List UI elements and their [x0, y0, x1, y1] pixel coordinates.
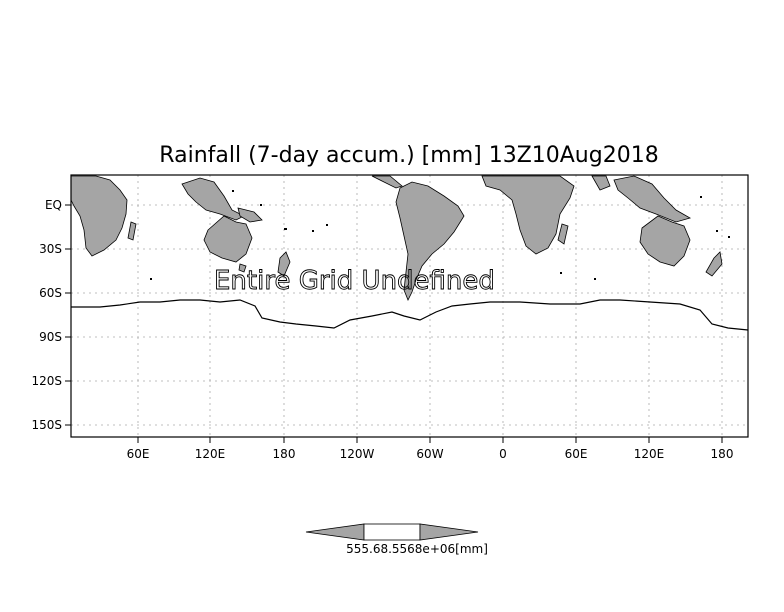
- lat-tick-label: 60S: [39, 286, 62, 300]
- lon-tick-label: 120W: [340, 447, 375, 461]
- australia-land-right: [639, 215, 691, 267]
- new-guinea-left: [237, 207, 263, 223]
- central-america-land: [371, 175, 403, 189]
- map-area: Entire Grid Undefined: [71, 175, 748, 437]
- lon-tick-label: 60E: [127, 447, 150, 461]
- maritime-continent-left: [181, 177, 245, 221]
- longitude-axis: 60E 120E 180 120W 60W 0 60E 120E 180: [127, 437, 734, 461]
- colorbar-label: 555.68.5568e+06[mm]: [346, 542, 488, 556]
- lat-tick-label: 150S: [31, 418, 62, 432]
- land-masses: [71, 175, 723, 301]
- lon-tick-label: 0: [499, 447, 507, 461]
- antarctica-coastline: [71, 299, 748, 331]
- maritime-continent-right: [613, 175, 692, 223]
- map-frame: [70, 174, 749, 438]
- new-zealand-land-right: [705, 251, 723, 277]
- lon-tick-label: 180: [273, 447, 296, 461]
- lon-tick-label: 60E: [565, 447, 588, 461]
- colorbar-left-triangle: [305, 523, 365, 541]
- lon-tick-label: 180: [711, 447, 734, 461]
- lat-tick-label: 120S: [31, 374, 62, 388]
- colorbar-center-box: [363, 523, 421, 541]
- lon-tick-label: 60W: [416, 447, 443, 461]
- lat-tick-label: 30S: [39, 242, 62, 256]
- lat-tick-label: 90S: [39, 330, 62, 344]
- lon-tick-label: 120E: [195, 447, 226, 461]
- small-islands: [150, 190, 730, 280]
- lon-tick-label: 120E: [634, 447, 665, 461]
- south-america-land: [395, 181, 465, 301]
- colorbar: 555.68.5568e+06[mm]: [305, 523, 488, 556]
- gridlines: [71, 175, 748, 437]
- madagascar-land-left: [127, 221, 137, 241]
- new-zealand-land: [277, 251, 291, 277]
- arabia-land: [591, 175, 611, 191]
- tasmania-land: [238, 263, 247, 273]
- colorbar-right-triangle: [419, 523, 479, 541]
- lat-tick-label: EQ: [45, 198, 62, 212]
- latitude-axis: EQ 30S 60S 90S 120S 150S: [31, 198, 71, 432]
- madagascar-land-right: [557, 223, 569, 245]
- undefined-grid-message: Entire Grid Undefined: [214, 266, 495, 296]
- africa-land-left: [71, 175, 128, 257]
- africa-land-right: [481, 175, 575, 255]
- map-title: Rainfall (7-day accum.) [mm] 13Z10Aug201…: [159, 143, 658, 168]
- australia-land: [203, 215, 253, 263]
